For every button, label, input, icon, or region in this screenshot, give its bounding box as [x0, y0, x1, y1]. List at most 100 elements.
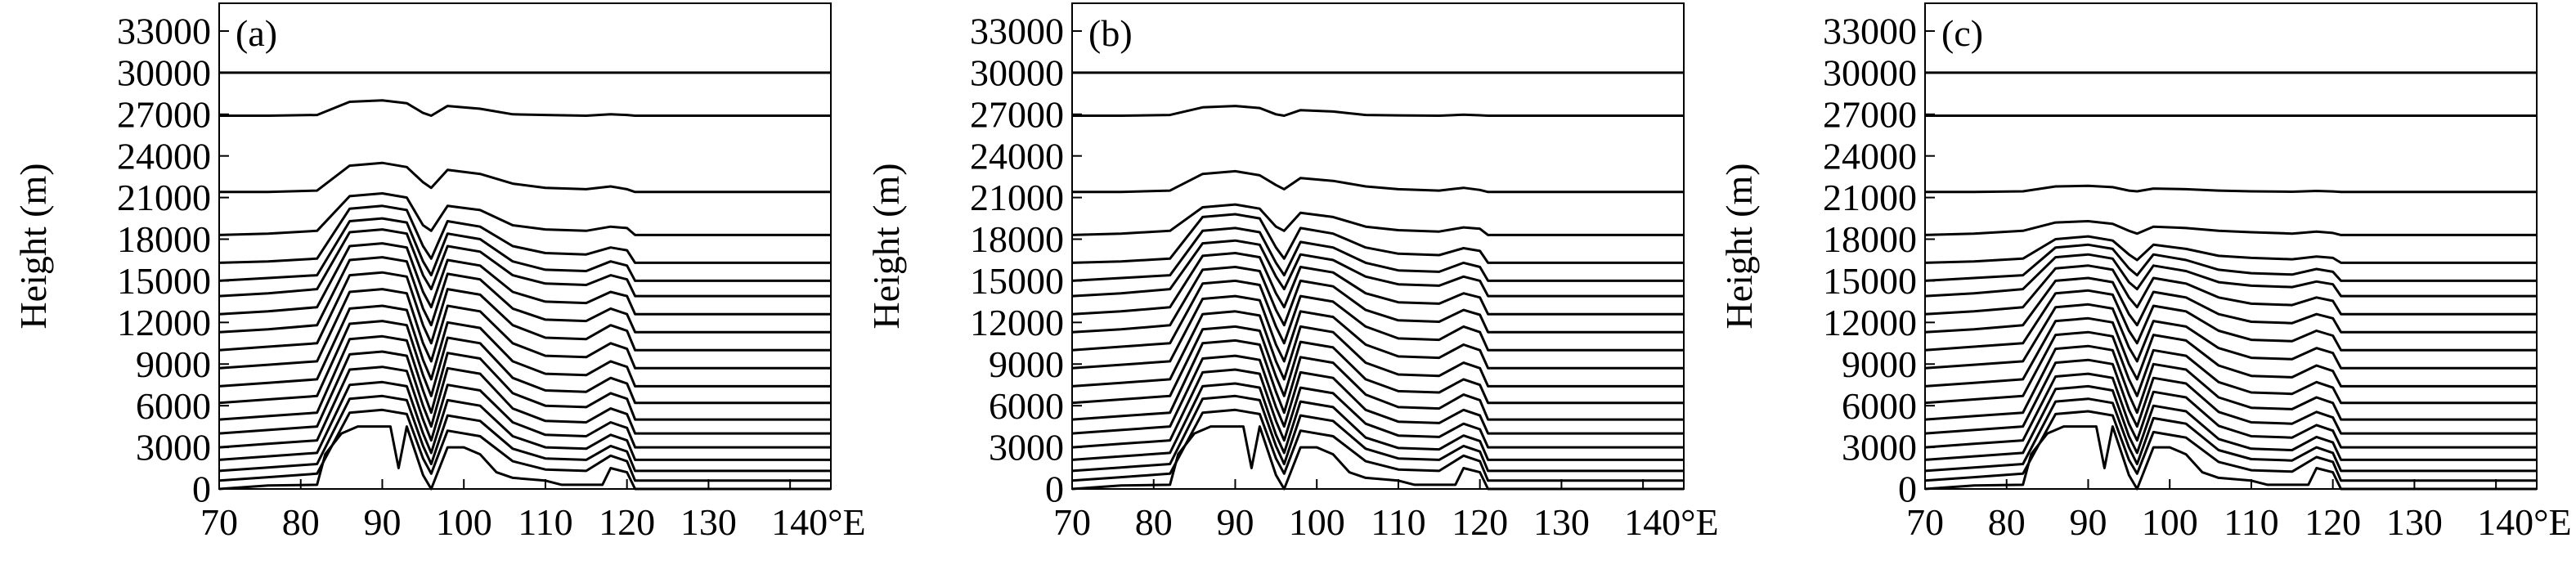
- series-line-level-11: [218, 256, 831, 334]
- y-tick-label: 33000: [970, 11, 1064, 52]
- y-tick-label: 12000: [970, 302, 1064, 343]
- x-tick-label: 120: [599, 501, 655, 543]
- y-tick-label: 15000: [1823, 260, 1917, 302]
- series-line-level-14: [1071, 226, 1684, 282]
- plot-frame: [218, 2, 832, 490]
- x-tick-label: 70: [200, 501, 238, 543]
- y-tick-label: 15000: [970, 260, 1064, 302]
- series-line-level-2: [218, 394, 831, 473]
- panel-label: (b): [1088, 12, 1133, 54]
- x-tick-label: 110: [518, 501, 572, 543]
- y-tick-label: 27000: [1823, 93, 1917, 135]
- y-tick-label: 3000: [1842, 427, 1917, 469]
- series-line-level-8: [1071, 310, 1684, 388]
- series-line-level-0: [1071, 425, 1684, 491]
- chart-panel-1: 0300060009000120001500018000210002400027…: [12, 2, 866, 543]
- x-tick-label: 80: [1988, 501, 2026, 543]
- series-line-level-1: [1924, 410, 2537, 482]
- y-tick-label: 6000: [136, 385, 211, 427]
- series-line-level-0: [218, 425, 831, 491]
- series-line-level-12: [218, 242, 831, 316]
- y-tick-label: 30000: [117, 52, 211, 93]
- y-tick-label: 18000: [117, 218, 211, 260]
- y-tick-label: 9000: [1842, 343, 1917, 385]
- y-tick-label: 24000: [117, 135, 211, 177]
- series-group: [1071, 71, 1684, 491]
- panel-label: (c): [1941, 12, 1983, 54]
- series-line-level-10: [1924, 289, 2537, 352]
- panel-label: (a): [236, 12, 277, 54]
- y-tick-label: 12000: [117, 302, 211, 343]
- series-line-level-10: [1071, 279, 1684, 352]
- series-line-level-9: [1924, 303, 2537, 370]
- series-line-level-1: [218, 408, 831, 482]
- series-line-level-12: [1071, 252, 1684, 316]
- y-tick-label: 24000: [1823, 135, 1917, 177]
- series-line-level-17: [1925, 184, 2537, 194]
- series-line-level-9: [1071, 294, 1684, 370]
- y-tick-label: 15000: [117, 260, 211, 302]
- series-line-level-16: [1071, 203, 1684, 236]
- series-line-level-3: [1071, 382, 1684, 461]
- series-line-level-14: [218, 217, 831, 282]
- y-tick-label: 6000: [1842, 385, 1917, 427]
- series-line-level-16: [218, 192, 831, 236]
- y-tick-label: 27000: [117, 93, 211, 135]
- series-line-level-17: [219, 161, 831, 194]
- y-tick-label: 12000: [1823, 302, 1917, 343]
- y-tick-label: 21000: [117, 177, 211, 218]
- y-tick-label: 33000: [1823, 11, 1917, 52]
- series-line-level-4: [1071, 368, 1684, 449]
- series-line-level-10: [218, 271, 831, 352]
- series-line-level-7: [1924, 330, 2537, 405]
- y-tick-label: 6000: [989, 385, 1064, 427]
- x-tick-label: 140°E: [1624, 501, 1719, 543]
- x-tick-label: 70: [1906, 501, 1944, 543]
- series-line-level-2: [1071, 394, 1684, 473]
- x-tick-label: 90: [363, 501, 401, 543]
- series-line-level-5: [1071, 354, 1684, 435]
- series-group: [218, 71, 831, 491]
- series-line-level-1: [1071, 408, 1684, 482]
- x-tick-label: 120: [1452, 501, 1508, 543]
- series-line-level-5: [1924, 358, 2537, 435]
- series-line-level-15: [218, 204, 831, 264]
- x-tick-label: 100: [1289, 501, 1345, 543]
- series-line-level-13: [1924, 253, 2537, 298]
- series-line-level-7: [1071, 325, 1684, 405]
- series-line-level-16: [1924, 220, 2537, 236]
- x-tick-label: 90: [1216, 501, 1254, 543]
- series-line-level-0: [1924, 425, 2537, 491]
- x-tick-label: 90: [2069, 501, 2107, 543]
- chart-panel-3: 0300060009000120001500018000210002400027…: [1718, 2, 2572, 543]
- x-tick-label: 130: [2386, 501, 2443, 543]
- plot-frame: [1071, 2, 1685, 490]
- x-tick-label: 120: [2304, 501, 2361, 543]
- series-group: [1924, 71, 2537, 491]
- series-line-level-5: [218, 350, 831, 435]
- x-tick-label: 100: [2142, 501, 2198, 543]
- series-line-level-14: [1924, 243, 2537, 282]
- series-line-level-13: [218, 228, 831, 298]
- series-line-level-17: [1072, 169, 1684, 194]
- series-line-level-7: [218, 320, 831, 405]
- x-tick-label: 110: [1371, 501, 1425, 543]
- series-line-level-6: [1071, 339, 1684, 421]
- y-tick-label: 21000: [1823, 177, 1917, 218]
- x-tick-label: 70: [1053, 501, 1091, 543]
- series-line-level-3: [1924, 384, 2537, 461]
- series-line-level-2: [1924, 397, 2537, 473]
- x-tick-label: 140°E: [2477, 501, 2572, 543]
- y-axis-label: Height (m): [12, 163, 54, 329]
- series-line-level-8: [218, 304, 831, 388]
- series-line-level-4: [218, 365, 831, 449]
- series-line-level-18: [1072, 105, 1684, 117]
- y-tick-label: 18000: [970, 218, 1064, 260]
- y-tick-label: 9000: [989, 343, 1064, 385]
- series-line-level-15: [1924, 235, 2537, 264]
- y-tick-label: 9000: [136, 343, 211, 385]
- y-tick-label: 30000: [970, 52, 1064, 93]
- x-tick-label: 80: [1135, 501, 1173, 543]
- y-tick-label: 24000: [970, 135, 1064, 177]
- y-tick-label: 21000: [970, 177, 1064, 218]
